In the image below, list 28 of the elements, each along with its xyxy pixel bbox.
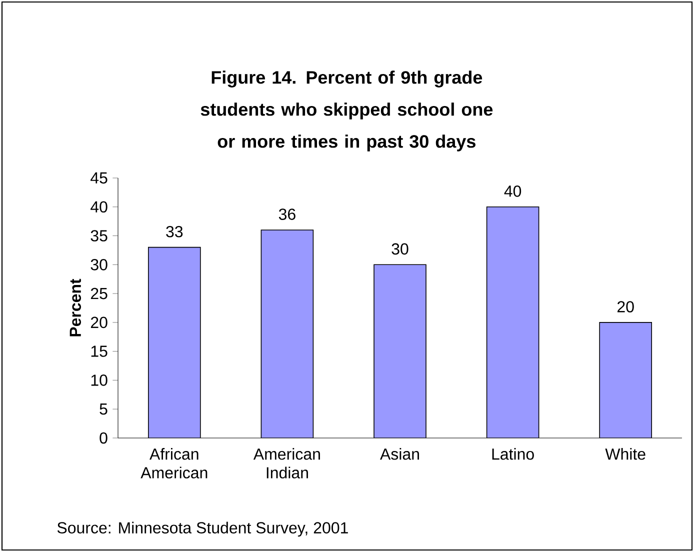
bar [260, 230, 314, 438]
y-tick-label: 0 [100, 432, 108, 444]
bar [486, 206, 540, 438]
x-tick-label: White [605, 448, 646, 460]
bar [374, 264, 426, 438]
data-label: 30 [392, 243, 408, 255]
chart-title: Figure 14. Percent of 9th grade students who skipped school one or more times in past 30 days [200, 70, 493, 152]
y-tick-label: 30 [90, 259, 108, 270]
source-note: Source: Minnesota Student Survey, 2001 [57, 522, 348, 537]
y-axis-title: Percent [70, 278, 81, 336]
x-tick-label: African American [140, 448, 208, 478]
bar [599, 322, 652, 438]
data-label: 33 [166, 226, 183, 238]
data-label: 20 [617, 301, 634, 312]
y-tick-label: 10 [91, 374, 108, 386]
x-tick-label: American Indian [253, 448, 320, 478]
data-label: 36 [278, 208, 296, 220]
y-tick-label: 15 [91, 346, 108, 357]
y-tick-label: 5 [100, 404, 108, 415]
y-tick-label: 25 [90, 288, 108, 300]
x-tick-label: Latino [492, 448, 534, 460]
data-label: 40 [504, 186, 522, 197]
y-tick-label: 40 [90, 201, 108, 213]
bar [148, 246, 201, 438]
y-tick-label: 20 [90, 316, 108, 328]
x-tick-label: Asian [380, 448, 419, 460]
y-tick-label: 45 [90, 172, 108, 184]
y-tick-label: 35 [90, 230, 108, 242]
